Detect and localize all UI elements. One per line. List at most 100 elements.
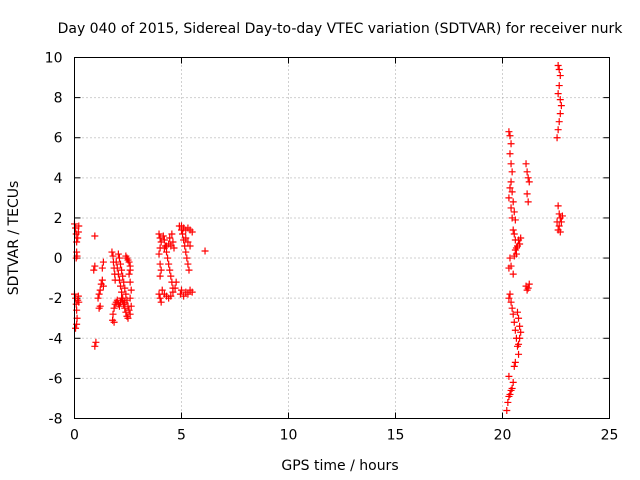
data-point	[506, 132, 514, 140]
data-point	[125, 306, 133, 314]
data-point	[91, 262, 99, 270]
data-point	[508, 188, 516, 196]
data-point	[125, 258, 133, 266]
data-point	[516, 334, 524, 342]
data-points	[71, 62, 566, 414]
data-point	[506, 290, 514, 298]
data-point	[120, 278, 128, 286]
data-point	[505, 194, 513, 202]
data-point	[556, 72, 564, 80]
data-point	[183, 254, 191, 262]
data-point	[127, 302, 135, 310]
y-tick-label: -6	[49, 371, 63, 387]
data-point	[557, 102, 565, 110]
data-point	[115, 302, 123, 310]
data-point	[156, 272, 164, 280]
data-point	[165, 260, 173, 268]
data-point	[126, 266, 134, 274]
data-point	[74, 292, 82, 300]
data-point	[184, 238, 192, 246]
data-point	[186, 242, 194, 250]
data-point	[166, 266, 174, 274]
data-point	[98, 276, 106, 284]
data-point	[178, 286, 185, 294]
grid	[74, 57, 610, 419]
data-point	[114, 270, 122, 278]
data-point	[158, 286, 166, 294]
data-point	[118, 266, 126, 274]
data-point	[90, 266, 98, 274]
x-tick-label: 10	[280, 428, 298, 444]
data-point	[505, 294, 513, 302]
y-tick-label: 0	[54, 251, 63, 267]
data-point	[126, 278, 134, 286]
data-point	[507, 140, 515, 148]
data-point	[508, 168, 516, 176]
data-point	[157, 266, 165, 274]
data-point	[167, 292, 175, 300]
data-point	[511, 358, 519, 366]
data-point	[523, 190, 531, 198]
data-point	[525, 280, 533, 288]
data-point	[506, 150, 514, 158]
data-point	[160, 236, 168, 244]
data-point	[115, 254, 123, 262]
data-point	[110, 318, 118, 326]
x-tick-label: 20	[494, 428, 512, 444]
axis-ticks: 0 5 10 15 20 25 -8 -6 -4 -2 0 2 4 6 8 10	[45, 51, 619, 444]
y-tick-label: 4	[54, 171, 63, 187]
data-point	[117, 260, 125, 268]
data-point	[201, 247, 209, 255]
data-point	[507, 204, 515, 212]
data-point	[109, 310, 117, 318]
data-point	[94, 294, 102, 302]
data-point	[98, 264, 106, 272]
data-point	[126, 310, 134, 318]
data-point	[556, 228, 564, 236]
data-point	[121, 284, 129, 292]
data-point	[156, 260, 164, 268]
data-point	[517, 328, 525, 336]
data-point	[505, 372, 513, 380]
y-tick-label: 6	[54, 131, 63, 147]
data-point	[112, 258, 120, 266]
data-point	[508, 214, 516, 222]
data-point	[506, 184, 514, 192]
data-point	[555, 118, 563, 126]
data-point	[99, 282, 107, 290]
data-point	[506, 390, 514, 398]
y-tick-label: -8	[49, 412, 63, 428]
data-point	[118, 288, 126, 296]
data-point	[510, 230, 518, 238]
data-point	[515, 314, 523, 322]
data-point	[556, 110, 564, 118]
data-point	[92, 338, 100, 346]
data-point	[170, 244, 178, 252]
data-point	[508, 304, 516, 312]
data-point	[119, 272, 127, 280]
data-point	[96, 286, 104, 294]
data-point	[509, 270, 517, 278]
data-point	[169, 288, 177, 296]
x-tick-label: 15	[387, 428, 405, 444]
data-point	[155, 250, 163, 258]
data-point	[127, 286, 135, 294]
data-point	[72, 324, 80, 332]
data-point	[124, 314, 132, 322]
data-point	[91, 342, 99, 350]
data-point	[108, 248, 116, 256]
data-point	[524, 198, 532, 206]
data-point	[99, 258, 107, 266]
data-point	[109, 252, 117, 260]
data-point	[125, 270, 133, 278]
data-point	[113, 264, 121, 272]
data-point	[507, 178, 515, 186]
data-point	[554, 62, 562, 70]
data-point	[512, 244, 520, 252]
data-point	[507, 262, 515, 270]
data-point	[117, 282, 125, 290]
data-point	[555, 66, 563, 74]
data-point	[511, 236, 519, 244]
data-point	[184, 260, 192, 268]
